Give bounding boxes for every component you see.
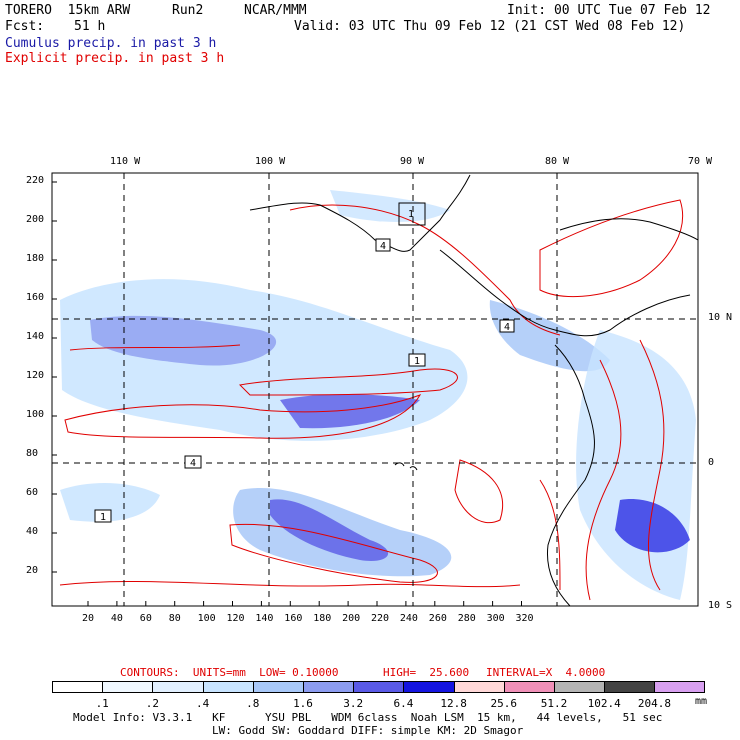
y-tick-label: 20: [26, 565, 39, 576]
x-tick-label: 280: [457, 613, 476, 624]
x-tick-label: 100: [197, 613, 216, 624]
legend-swatch: [102, 681, 153, 693]
legend-label: 6.4: [393, 697, 414, 710]
model-info: Model Info: V3.3.1 KF YSU PBL WDM 6class…: [73, 711, 663, 724]
lon-label-70w: 70 W: [688, 156, 713, 167]
legend-label: .4: [195, 697, 210, 710]
x-tick-label: 260: [428, 613, 447, 624]
explicit-contours: [59, 199, 684, 601]
x-tick-label: 180: [313, 613, 332, 624]
legend-label: 12.8: [440, 697, 467, 710]
station-boxes: [94, 202, 515, 523]
map-frame: [51, 172, 699, 607]
valid-time: Valid: 03 UTC Thu 09 Feb 12 (21 CST Wed …: [294, 19, 686, 34]
cumulus-area-amazon-core: [615, 499, 690, 553]
x-tick-label: 40: [110, 613, 123, 624]
frame-ticks: [52, 181, 522, 606]
lon-label-110w: 110 W: [110, 156, 141, 167]
legend-swatch: [453, 681, 504, 693]
legend-label: 102.4: [587, 697, 621, 710]
explicit-precip-label: Explicit precip. in past 3 h: [5, 51, 225, 66]
y-tick-label: 140: [26, 331, 45, 342]
org-label: NCAR/MMM: [244, 3, 307, 18]
legend-swatch: [353, 681, 404, 693]
y-tick-label: 200: [26, 214, 45, 225]
x-tick-label: 320: [515, 613, 534, 624]
legend-swatch: [403, 681, 454, 693]
init-time: Init: 00 UTC Tue 07 Feb 12: [507, 3, 711, 18]
legend-label: 1.6: [293, 697, 313, 710]
y-tick-label: 160: [26, 292, 45, 303]
forecast-hour: 51 h: [74, 19, 106, 34]
cumulus-area-band: [280, 394, 420, 429]
legend-label: 204.8: [637, 697, 671, 710]
contour-high: HIGH= 25.600: [383, 666, 470, 679]
x-tick-label: 220: [371, 613, 390, 624]
legend-label: 51.2: [540, 697, 568, 710]
cumulus-area-colombia: [489, 300, 610, 372]
station-mark-2: 4: [190, 458, 196, 469]
y-tick-label: 180: [26, 253, 45, 264]
x-tick-label: 80: [168, 613, 181, 624]
legend-label: 25.6: [490, 697, 518, 710]
forecast-label: Fcst:: [5, 19, 45, 34]
y-tick-label: 80: [26, 448, 39, 459]
lat-lon-grid: [52, 173, 698, 606]
contour-units: CONTOURS: UNITS=mm LOW= 0.10000: [120, 666, 339, 679]
station-mark-5: 1: [408, 209, 414, 220]
x-tick-label: 60: [139, 613, 152, 624]
contour-interval: INTERVAL=X 4.0000: [486, 666, 606, 679]
lat-label-10s: 10 S: [708, 600, 733, 611]
cumulus-precip-label: Cumulus precip. in past 3 h: [5, 36, 217, 51]
legend-label: .8: [246, 697, 260, 710]
station-mark-3: 1: [414, 356, 420, 367]
legend-swatch: [654, 681, 705, 693]
lon-label-90w: 90 W: [400, 156, 425, 167]
y-tick-label: 220: [26, 175, 45, 186]
legend-swatch: [202, 681, 253, 693]
y-tick-label: 60: [26, 487, 39, 498]
cumulus-area-sw: [60, 483, 160, 522]
legend-swatch: [52, 681, 103, 693]
run-label: Run2: [172, 3, 204, 18]
legend-unit: mm: [695, 696, 708, 707]
y-tick-label: 40: [26, 526, 39, 537]
legend-swatch: [604, 681, 655, 693]
legend-swatch: [303, 681, 354, 693]
y-tick-label: 100: [26, 409, 45, 420]
physics-info: LW: Godd SW: Goddard DIFF: simple KM: 2D…: [212, 724, 524, 737]
lat-label-0: 0: [708, 457, 715, 468]
station-mark-4: 4: [380, 241, 386, 252]
lon-label-80w: 80 W: [545, 156, 570, 167]
lon-label-100w: 100 W: [255, 156, 286, 167]
station-marks: 1 4 1 4 1 4: [100, 209, 510, 523]
legend-label: 3.2: [343, 697, 364, 710]
legend-swatch: [152, 681, 203, 693]
x-tick-label: 200: [342, 613, 361, 624]
station-mark-1: 1: [100, 512, 106, 523]
y-tick-label: 120: [26, 370, 45, 381]
station-mark-6: 4: [504, 322, 510, 333]
legend-swatch: [554, 681, 605, 693]
x-tick-label: 20: [82, 613, 95, 624]
lat-label-10n: 10 N: [708, 312, 733, 323]
precip-fields: [59, 190, 696, 601]
cumulus-area-caribbean: [330, 190, 450, 222]
model-title: TORERO 15km ARW: [5, 3, 131, 18]
legend-swatch: [503, 681, 554, 693]
legend-swatch: [252, 681, 303, 693]
x-tick-label: 140: [255, 613, 274, 624]
x-tick-label: 240: [399, 613, 418, 624]
x-tick-label: 160: [284, 613, 303, 624]
legend-label: .2: [145, 697, 160, 710]
legend-label: .1: [95, 697, 109, 710]
coastlines: [249, 174, 698, 606]
cumulus-area-south-core: [270, 499, 389, 561]
x-tick-label: 300: [486, 613, 505, 624]
cumulus-area-core: [90, 315, 277, 366]
x-tick-label: 120: [226, 613, 245, 624]
